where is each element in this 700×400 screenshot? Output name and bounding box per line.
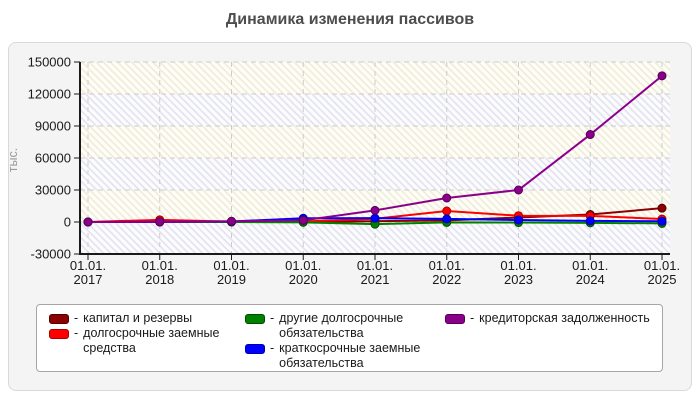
legend-label: капитал и резервы	[83, 311, 193, 325]
x-tick-label: 01.01.	[285, 258, 321, 273]
data-point	[83, 217, 93, 227]
x-tick-label: 2018	[145, 272, 174, 287]
legend-label: кредиторская задолженность	[479, 311, 650, 325]
legend-label: краткосрочные заемные обязательства	[279, 341, 421, 370]
x-tick-label: 2024	[576, 272, 605, 287]
legend: - капитал и резервы - долгосрочные заемн…	[36, 304, 663, 372]
data-point	[514, 215, 523, 225]
legend-item-long-term-borrowings: - долгосрочные заемные средства	[49, 326, 225, 356]
x-tick-label: 01.01.	[70, 258, 106, 273]
x-tick-label: 2023	[504, 272, 533, 287]
legend-item-accounts-payable: - кредиторская задолженность	[445, 311, 650, 326]
legend-item-capital-and-reserves: - капитал и резервы	[49, 311, 225, 326]
data-point	[298, 215, 308, 225]
data-point	[155, 217, 165, 227]
legend-column-3: - кредиторская задолженность	[445, 311, 650, 326]
legend-swatch-other-long-term-liabilities	[245, 314, 265, 324]
legend-swatch-capital-and-reserves	[49, 314, 69, 324]
x-tick-label: 2022	[432, 272, 461, 287]
x-tick-label: 01.01.	[644, 258, 680, 273]
y-tick-label: 90000	[35, 119, 71, 134]
y-tick-label: 30000	[35, 183, 71, 198]
x-tick-label: 01.01.	[572, 258, 608, 273]
x-tick-label: 2020	[289, 272, 318, 287]
data-point	[514, 185, 523, 195]
data-point	[585, 216, 595, 226]
legend-column-1: - капитал и резервы - долгосрочные заемн…	[49, 311, 225, 356]
x-tick-label: 01.01.	[429, 258, 465, 273]
x-tick-label: 2019	[217, 272, 246, 287]
x-tick-label: 01.01.	[213, 258, 249, 273]
axis-labels: -30000 0 30000 60000 90000 120000 150000 01.01.…	[28, 55, 680, 288]
x-tick-label: 2021	[361, 272, 390, 287]
x-tick-label: 01.01.	[357, 258, 393, 273]
y-tick-label: 120000	[28, 87, 71, 102]
data-point	[442, 214, 452, 224]
data-point	[585, 130, 595, 140]
data-point	[657, 71, 667, 81]
x-tick-label: 2017	[74, 272, 103, 287]
legend-dash: -	[74, 326, 79, 340]
y-axis-unit: тыс.	[6, 148, 20, 172]
legend-dash: -	[74, 311, 79, 325]
legend-label: другие долгосрочные обязательства	[279, 311, 404, 340]
data-point	[442, 193, 452, 203]
series-lines	[83, 71, 667, 229]
legend-column-2: - другие долгосрочные обязательства - кр…	[245, 311, 429, 371]
data-point	[657, 203, 667, 213]
legend-dash: -	[270, 311, 275, 325]
plot-band	[80, 62, 670, 94]
legend-swatch-long-term-borrowings	[49, 329, 69, 339]
data-point	[227, 216, 236, 226]
legend-dash: -	[270, 341, 275, 355]
y-tick-label: 0	[64, 215, 71, 230]
x-tick-label: 01.01.	[142, 258, 178, 273]
y-tick-label: 150000	[28, 55, 71, 70]
legend-item-short-term-borrowings: - краткосрочные заемные обязательства	[245, 341, 429, 371]
legend-item-other-long-term-liabilities: - другие долгосрочные обязательства	[245, 311, 429, 341]
legend-dash: -	[470, 311, 475, 325]
gridlines	[80, 61, 670, 255]
data-point	[370, 205, 380, 215]
x-tick-label: 01.01.	[500, 258, 536, 273]
data-point	[370, 213, 380, 223]
data-point	[657, 216, 667, 226]
axes	[74, 61, 670, 260]
x-tick-label: 2025	[648, 272, 677, 287]
y-tick-label: -30000	[31, 247, 71, 262]
legend-swatch-accounts-payable	[445, 314, 465, 324]
y-tick-label: 60000	[35, 151, 71, 166]
legend-label: долгосрочные заемные средства	[83, 326, 220, 355]
legend-swatch-short-term-borrowings	[245, 344, 265, 354]
data-point	[442, 206, 452, 216]
chart-title: Динамика изменения пассивов	[225, 11, 475, 28]
